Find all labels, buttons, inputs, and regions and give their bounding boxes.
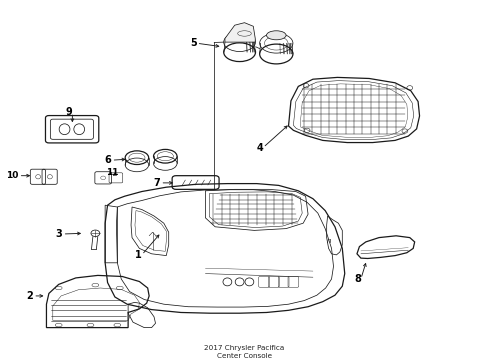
- Text: 3: 3: [56, 229, 62, 239]
- Text: 5: 5: [189, 38, 196, 48]
- Text: 9: 9: [65, 107, 72, 117]
- Text: 11: 11: [105, 168, 118, 177]
- Text: 2: 2: [26, 291, 33, 301]
- Text: 7: 7: [153, 178, 160, 188]
- Text: 8: 8: [353, 274, 360, 284]
- Text: 2017 Chrysler Pacifica
Center Console
Console-Floor
Diagram for 5RJ902D2AM: 2017 Chrysler Pacifica Center Console Co…: [198, 345, 290, 360]
- Ellipse shape: [266, 31, 285, 40]
- Text: 4: 4: [256, 143, 263, 153]
- Text: 10: 10: [6, 171, 19, 180]
- Polygon shape: [224, 23, 255, 42]
- Text: 1: 1: [135, 250, 142, 260]
- Text: 6: 6: [104, 155, 111, 165]
- Text: n: n: [325, 238, 330, 244]
